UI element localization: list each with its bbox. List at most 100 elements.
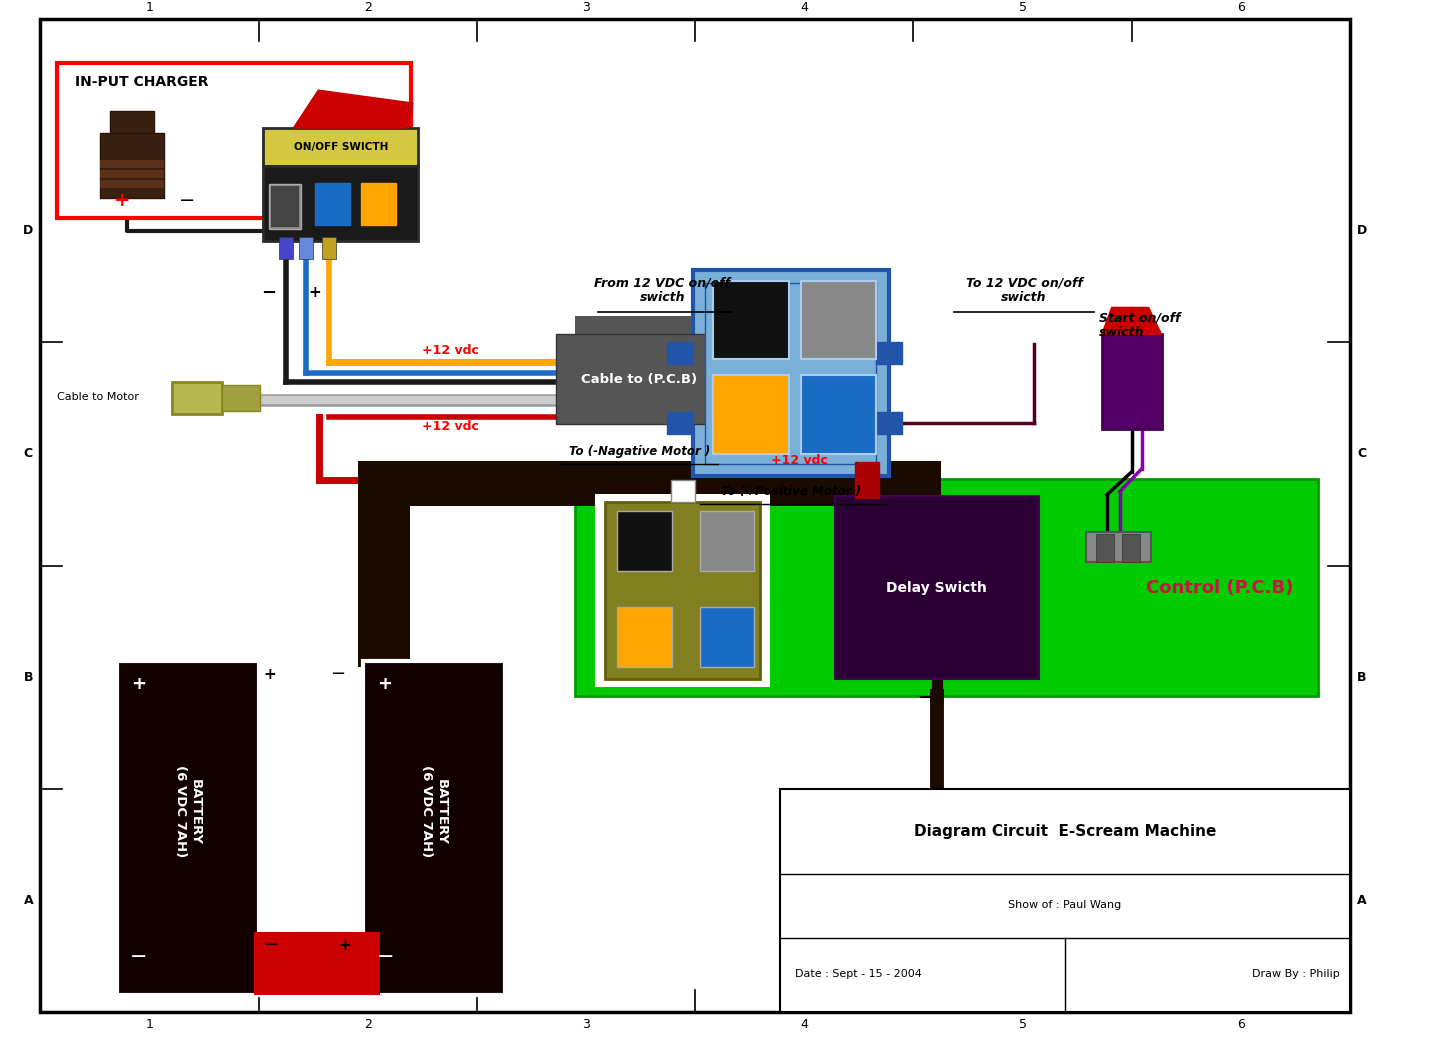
Text: Delay Swicth: Delay Swicth (886, 581, 987, 594)
Text: Cable to Motor: Cable to Motor (58, 392, 139, 402)
Text: Start on/off
swicth: Start on/off swicth (1098, 312, 1180, 339)
Polygon shape (293, 90, 413, 128)
Text: BATTERY
(6 VDC 7AH): BATTERY (6 VDC 7AH) (173, 765, 202, 858)
Bar (358, 461, 941, 506)
Text: A: A (23, 894, 33, 907)
Bar (100, 170, 165, 177)
Text: +: + (339, 939, 351, 953)
Text: Cable to (P.C.B): Cable to (P.C.B) (582, 373, 697, 385)
Text: −: − (377, 947, 394, 967)
Bar (1095, 533, 1114, 562)
Text: −: − (916, 689, 932, 707)
Text: −: − (330, 666, 345, 684)
Text: Diagram Circuit  E-Scream Machine: Diagram Circuit E-Scream Machine (913, 824, 1216, 839)
Bar (700, 608, 755, 667)
Text: +12 vdc: +12 vdc (423, 420, 479, 433)
Text: +: + (131, 675, 146, 693)
Bar (299, 236, 313, 258)
Bar (271, 186, 299, 227)
Bar (876, 342, 902, 364)
Text: +: + (264, 667, 276, 682)
Text: Show of : Paul Wang: Show of : Paul Wang (1009, 900, 1121, 910)
Text: 4: 4 (801, 1, 808, 14)
Text: 2: 2 (364, 1017, 372, 1031)
Text: IN-PUT CHARGER: IN-PUT CHARGER (75, 76, 209, 89)
Text: From 12 VDC on/off
swicth: From 12 VDC on/off swicth (595, 276, 730, 304)
Bar (700, 510, 755, 570)
Text: Draw By : Philip: Draw By : Philip (1253, 969, 1341, 980)
Bar (556, 334, 723, 424)
Text: To (-Nagative Motor ): To (-Nagative Motor ) (569, 445, 710, 459)
Bar (358, 492, 410, 667)
Text: 4: 4 (801, 1017, 808, 1031)
Text: B: B (23, 671, 33, 684)
Text: B: B (1358, 671, 1367, 684)
Bar (222, 385, 260, 412)
Bar (576, 316, 693, 334)
Text: 3: 3 (582, 1017, 590, 1031)
Bar (254, 973, 380, 995)
Text: BATTERY
(6 VDC 7AH): BATTERY (6 VDC 7AH) (420, 765, 447, 858)
Bar (671, 480, 694, 502)
Text: −: − (179, 191, 195, 210)
Bar (264, 128, 418, 166)
Bar (713, 280, 789, 359)
Bar (263, 726, 355, 930)
Bar (596, 494, 771, 687)
Bar (100, 133, 165, 197)
Bar (110, 111, 154, 133)
Text: +: + (114, 191, 130, 210)
Text: 2: 2 (364, 1, 372, 14)
Bar (280, 236, 293, 258)
Bar (1121, 533, 1140, 562)
Bar (58, 63, 411, 217)
Bar (801, 280, 876, 359)
Bar (693, 270, 889, 476)
Bar (854, 462, 879, 498)
Text: 5: 5 (1019, 1017, 1026, 1031)
Bar (706, 282, 876, 464)
Polygon shape (1102, 308, 1162, 334)
Text: To 12 VDC on/off
swicth: To 12 VDC on/off swicth (965, 276, 1082, 304)
Text: D: D (1356, 225, 1367, 237)
Text: Control (P.C.B): Control (P.C.B) (1146, 579, 1293, 596)
Text: −: − (261, 284, 276, 301)
Text: 6: 6 (1237, 1017, 1245, 1031)
Bar (667, 342, 693, 364)
Bar (618, 608, 672, 667)
Text: Date : Sept - 15 - 2004: Date : Sept - 15 - 2004 (795, 969, 922, 980)
Bar (322, 236, 336, 258)
Text: +: + (378, 675, 392, 693)
Text: 1: 1 (146, 1017, 153, 1031)
Bar (361, 183, 395, 225)
Text: 3: 3 (582, 1, 590, 14)
Text: A: A (1356, 894, 1367, 907)
Bar (100, 160, 165, 168)
Text: 1: 1 (146, 1, 153, 14)
Bar (667, 412, 693, 434)
Bar (254, 932, 380, 987)
Bar (779, 789, 1351, 1012)
Bar (1085, 531, 1150, 562)
Text: −: − (130, 947, 147, 967)
Bar (606, 502, 760, 679)
Bar (270, 184, 302, 229)
Bar (364, 662, 505, 995)
Bar (117, 662, 258, 995)
Bar (834, 496, 1039, 679)
Text: 5: 5 (1019, 1, 1026, 14)
Bar (876, 412, 902, 434)
Text: ON/OFF SWICTH: ON/OFF SWICTH (293, 142, 388, 152)
Bar (100, 180, 165, 188)
Text: C: C (23, 447, 33, 461)
Text: To (+Positive Motor ): To (+Positive Motor ) (720, 485, 861, 499)
Text: C: C (1358, 447, 1367, 461)
Bar (713, 375, 789, 454)
Text: +12 vdc: +12 vdc (423, 344, 479, 357)
Text: D: D (23, 225, 33, 237)
Bar (172, 382, 222, 414)
Text: −: − (264, 937, 278, 954)
Text: 6: 6 (1237, 1, 1245, 14)
Bar (1102, 334, 1162, 429)
Bar (264, 166, 418, 240)
